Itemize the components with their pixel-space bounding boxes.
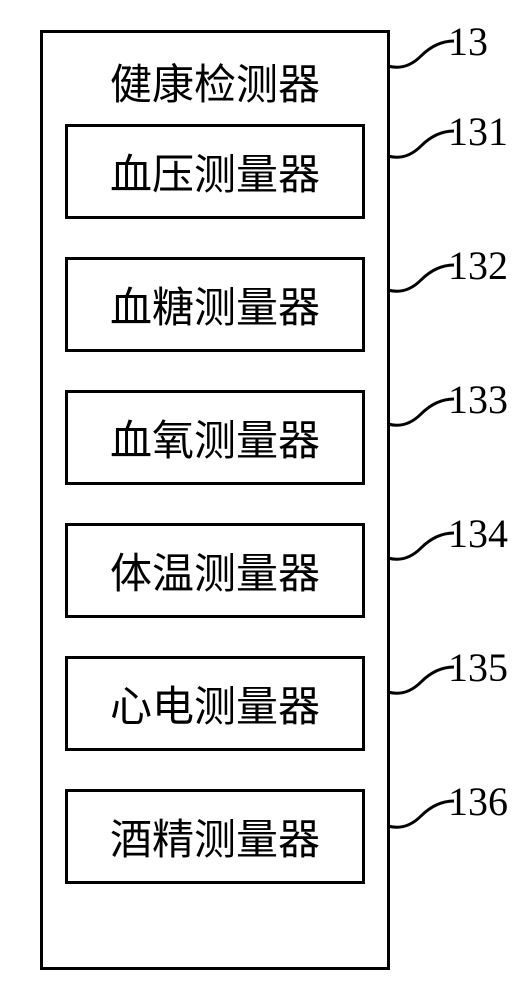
item-label: 血氧测量器	[110, 407, 320, 468]
callout-item: 131	[386, 108, 526, 168]
item-label: 酒精测量器	[110, 806, 320, 867]
callout-ref: 135	[448, 644, 508, 691]
item-blood-pressure: 血压测量器	[65, 124, 365, 219]
item-label: 血压测量器	[110, 141, 320, 202]
callout-item: 132	[386, 242, 526, 302]
item-label: 血糖测量器	[110, 274, 320, 335]
callout-curve-icon	[386, 796, 456, 836]
callout-item: 136	[386, 778, 526, 838]
item-label: 心电测量器	[110, 673, 320, 734]
item-body-temp: 体温测量器	[65, 523, 365, 618]
item-ecg: 心电测量器	[65, 656, 365, 751]
callout-curve-icon	[386, 126, 456, 166]
callout-ref: 136	[448, 778, 508, 825]
callout-container: 13	[386, 18, 526, 78]
container-title: 健康检测器	[43, 33, 387, 124]
item-alcohol: 酒精测量器	[65, 789, 365, 884]
callout-ref: 13	[448, 18, 488, 65]
callout-curve-icon	[386, 260, 456, 300]
callout-ref: 132	[448, 242, 508, 289]
callout-curve-icon	[386, 528, 456, 568]
item-blood-sugar: 血糖测量器	[65, 257, 365, 352]
item-blood-oxygen: 血氧测量器	[65, 390, 365, 485]
item-label: 体温测量器	[110, 540, 320, 601]
callout-item: 133	[386, 376, 526, 436]
callout-ref: 131	[448, 108, 508, 155]
callout-curve-icon	[386, 36, 456, 76]
callout-ref: 133	[448, 376, 508, 423]
health-detector-container: 健康检测器 血压测量器 血糖测量器 血氧测量器 体温测量器 心电测量器 酒精测量…	[40, 30, 390, 970]
callout-ref: 134	[448, 510, 508, 557]
callout-item: 135	[386, 644, 526, 704]
callout-curve-icon	[386, 662, 456, 702]
callout-curve-icon	[386, 394, 456, 434]
callout-item: 134	[386, 510, 526, 570]
